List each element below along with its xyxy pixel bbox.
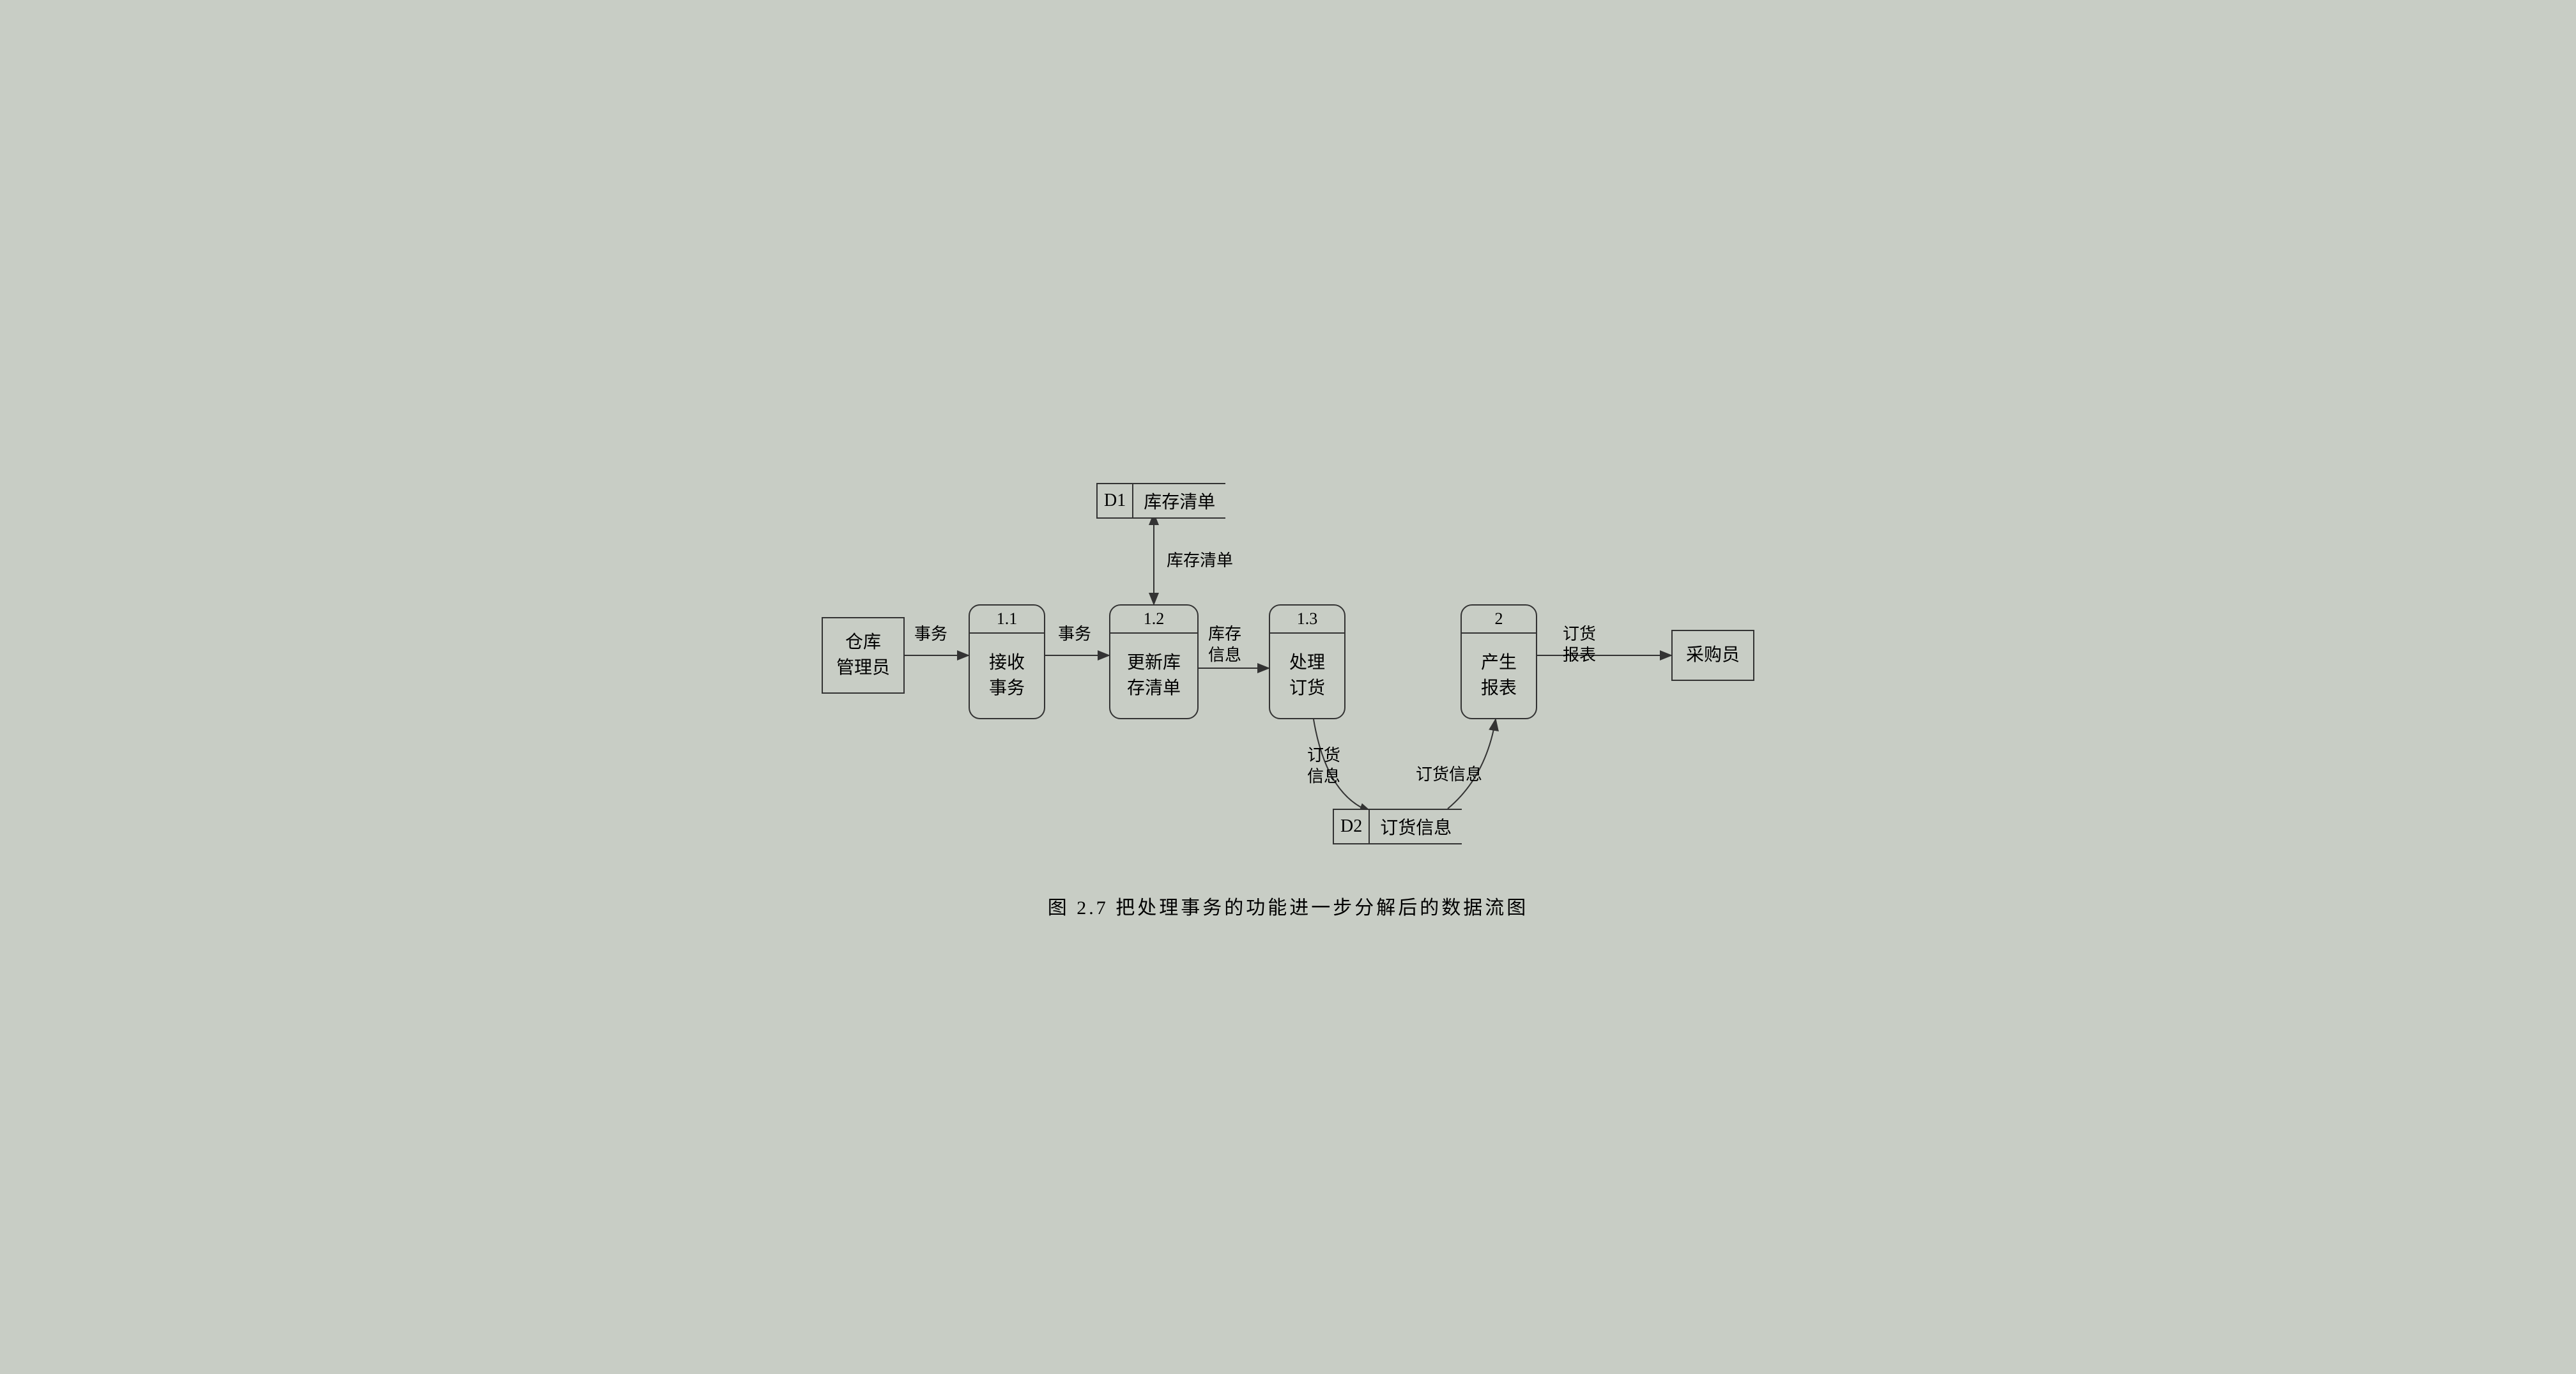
datastore-d2: D2 订货信息 [1333,809,1462,844]
entity-source: 仓库管理员 [822,617,905,694]
process-p2: 2 产生报表 [1460,604,1537,719]
process-p2-id: 2 [1462,606,1536,634]
process-p2-name: 产生报表 [1462,634,1536,718]
datastore-d2-id: D2 [1333,809,1370,844]
process-p11-name: 接收事务 [970,634,1044,718]
process-p11-id: 1.1 [970,606,1044,634]
process-p13-id: 1.3 [1270,606,1344,634]
flow-label-d1-p12: 库存清单 [1167,550,1233,572]
entity-sink-label: 采购员 [1686,643,1740,668]
process-p13: 1.3 处理订货 [1269,604,1346,719]
flow-label-p2-sink: 订货报表 [1563,623,1596,667]
flow-label-src-p11: 事务 [914,623,947,645]
datastore-d1-name: 库存清单 [1133,483,1225,519]
entity-sink: 采购员 [1671,630,1754,681]
process-p12: 1.2 更新库存清单 [1109,604,1199,719]
datastore-d1: D1 库存清单 [1096,483,1225,519]
dfd-canvas: 仓库管理员 采购员 1.1 接收事务 1.2 更新库存清单 1.3 处理订货 2… [809,432,1767,943]
entity-source-label: 仓库管理员 [836,630,890,680]
process-p13-name: 处理订货 [1270,634,1344,718]
process-p12-name: 更新库存清单 [1110,634,1197,718]
datastore-d1-id: D1 [1096,483,1133,519]
flow-label-p13-d2: 订货信息 [1307,745,1340,788]
process-p11: 1.1 接收事务 [969,604,1045,719]
flow-label-d2-p2: 订货信息 [1416,764,1482,786]
flow-label-p11-p12: 事务 [1058,623,1091,645]
figure-caption: 图 2.7 把处理事务的功能进一步分解后的数据流图 [809,892,1767,920]
datastore-d2-name: 订货信息 [1370,809,1462,844]
process-p12-id: 1.2 [1110,606,1197,634]
flow-label-p12-p13: 库存信息 [1208,623,1241,667]
